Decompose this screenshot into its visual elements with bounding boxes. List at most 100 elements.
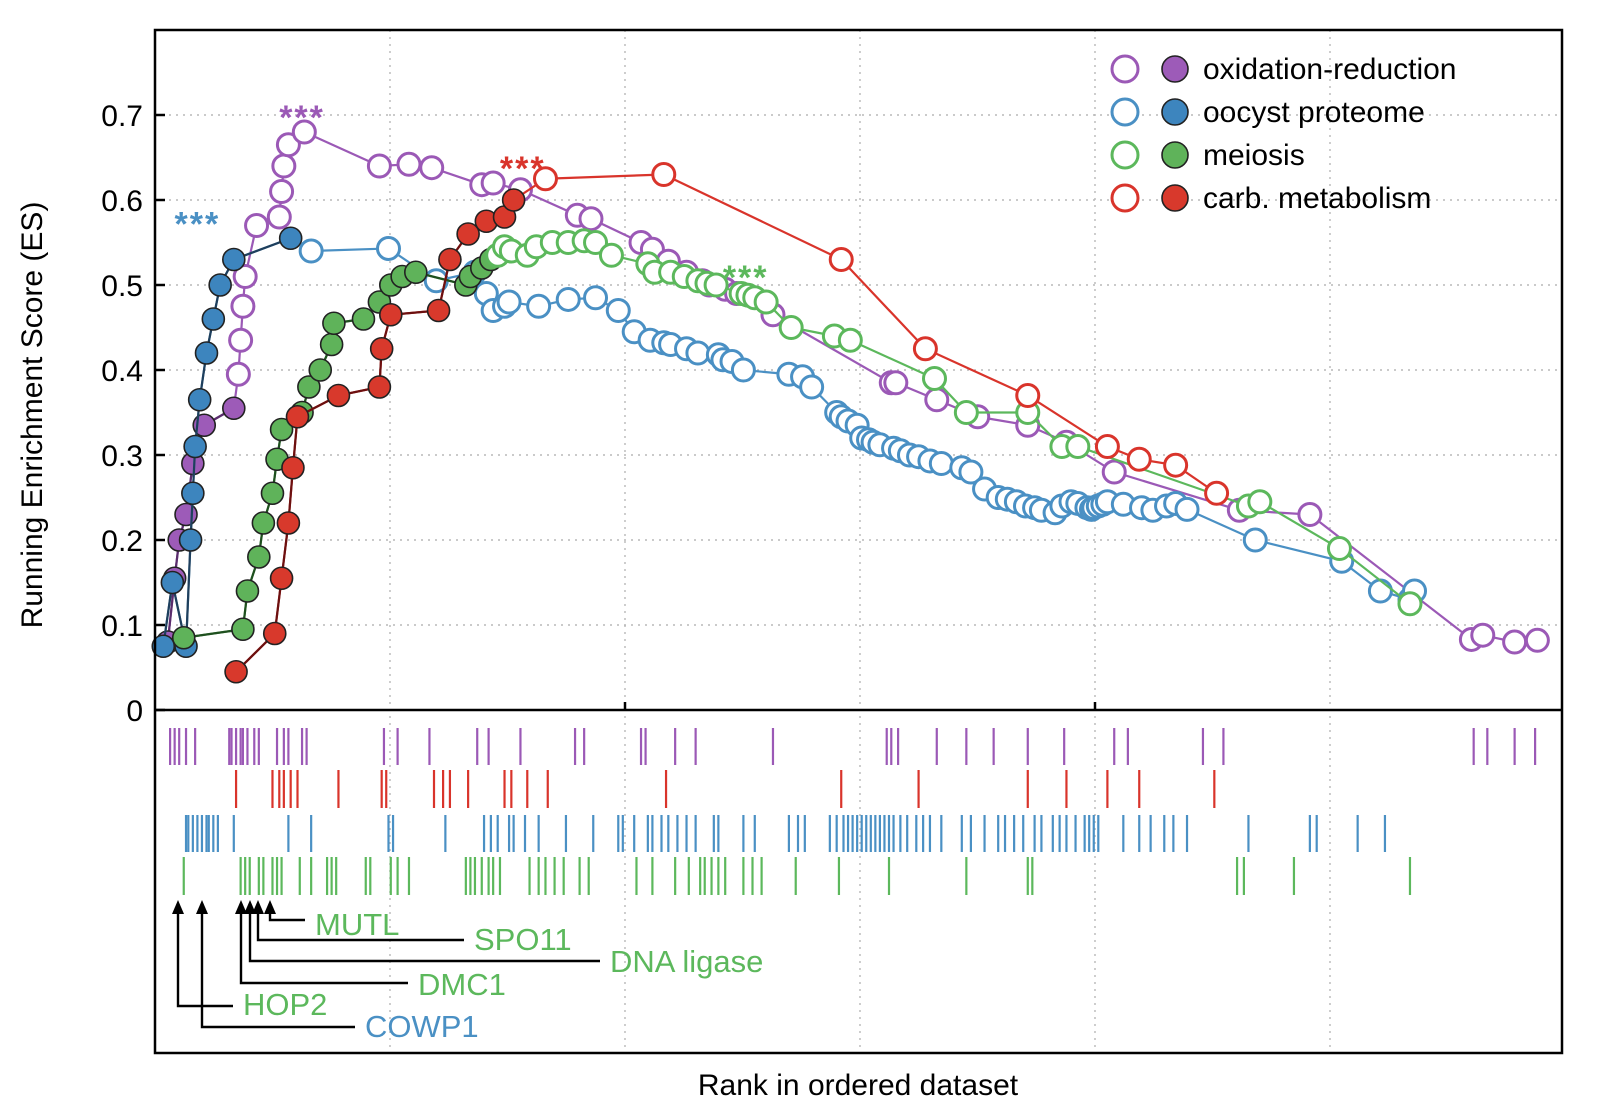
data-point-oxidation [1502,629,1528,655]
data-point-oxidation [924,387,950,413]
data-point-carb [1015,383,1041,408]
data-point-carb [285,404,310,429]
legend-filled-marker [1161,141,1189,169]
data-point-oocyst [958,459,984,485]
data-point-meiosis [598,242,624,268]
data-point-oocyst [555,286,581,312]
data-point-meiosis [251,511,276,535]
data-point-carb [1163,452,1189,478]
data-point-oocyst [526,293,552,319]
data-point-oocyst [1242,527,1268,553]
data-point-meiosis [1326,536,1352,561]
data-point-oocyst [160,570,185,595]
data-point-oocyst [222,247,246,272]
data-point-oocyst [187,387,212,412]
y-tick-label: 0.1 [101,610,143,643]
legend-filled-marker [1161,184,1189,212]
annotation-arrowhead [172,900,184,914]
y-tick-label: 0.4 [101,355,143,388]
data-point-meiosis [171,625,196,650]
data-point-oocyst [1367,578,1393,604]
annotation-arrow-line [248,912,600,963]
data-point-carb [367,375,392,399]
rug-row-oocyst [184,815,1387,852]
data-point-oocyst [298,238,324,264]
series-line-oocyst [162,237,1416,647]
y-tick-label: 0.3 [101,440,143,473]
data-point-oocyst [583,285,609,311]
data-point-carb [1094,434,1120,459]
annotation-arrow-line [256,912,464,942]
annotation-arrowhead [196,900,208,914]
y-tick-label: 0.7 [101,100,143,133]
data-point-oxidation [1101,459,1127,485]
data-point-carb [1126,446,1152,472]
y-axis-ticks: 0 0.1 0.2 0.3 0.4 0.5 0.6 0.7 [101,100,165,728]
data-point-meiosis [583,230,609,255]
data-point-carb [438,247,462,272]
data-point-meiosis [753,289,779,315]
series-line-meiosis [183,239,1411,639]
data-point-carb [378,302,403,327]
gene-label: DMC1 [418,967,506,1002]
data-point-oocyst [278,226,303,251]
data-point-oocyst [194,341,219,365]
legend-open-marker [1110,97,1140,127]
annotation-arrow-line [200,912,355,1029]
legend-filled-marker [1161,98,1189,126]
data-point-oocyst [928,451,954,476]
data-point-oocyst [183,434,207,459]
gene-annotation-dmc1: DMC1 [235,900,506,1002]
legend-open-marker [1110,54,1140,84]
data-point-oxidation [291,119,317,145]
data-point-oocyst [496,289,522,315]
data-point-meiosis [351,307,376,331]
legend: oxidation-reduction oocyst proteome meiosi… [1110,53,1457,215]
data-point-oocyst [799,374,825,400]
data-point-oocyst [181,481,205,506]
data-point-oxidation [225,361,251,387]
annotation-arrow-line [176,912,233,1008]
gene-label: MUTL [315,907,399,942]
data-point-meiosis [403,260,428,285]
data-point-oxidation [883,370,909,396]
significance-stars-meiosis: *** [723,259,769,297]
data-point-oocyst [208,273,232,297]
data-point-oocyst [178,528,203,552]
gene-annotation-dna-ligase: DNA ligase [244,900,763,979]
annotation-arrowhead [235,900,247,914]
plot-frame [153,28,1564,1055]
annotation-arrow-line [268,912,305,922]
rug-row-meiosis [182,857,1412,895]
data-point-oxidation [271,153,297,179]
data-point-carb [912,336,938,362]
data-point-oxidation [396,151,422,177]
y-tick-label: 0.5 [101,270,143,303]
data-point-meiosis [297,375,321,399]
data-point-meiosis [319,332,344,357]
legend-label: carb. metabolism [1203,182,1431,215]
legend-label: oxidation-reduction [1203,53,1457,86]
legend-item-oocyst: oocyst proteome [1110,96,1425,129]
data-point-oxidation [222,396,246,421]
gene-annotation-cowp1: COWP1 [196,900,479,1044]
data-point-meiosis [235,579,260,603]
legend-open-marker [1110,140,1140,170]
data-point-oxidation [1524,627,1550,653]
data-point-oxidation [1297,502,1323,527]
data-point-oxidation [266,204,292,230]
series-carb [224,162,1230,684]
rug-row-oxidation [169,728,1537,765]
plot-border [153,28,1564,1055]
data-point-meiosis [322,311,346,336]
data-point-oxidation [578,206,604,232]
gene-rank-rug [169,728,1537,895]
data-point-carb [326,383,351,408]
data-point-oxidation [228,327,254,353]
annotation-arrowhead [252,900,264,914]
data-point-meiosis [837,327,863,353]
legend-open-marker [1110,183,1140,213]
data-point-oxidation [275,132,301,158]
legend-item-carb: carb. metabolism [1110,182,1431,215]
